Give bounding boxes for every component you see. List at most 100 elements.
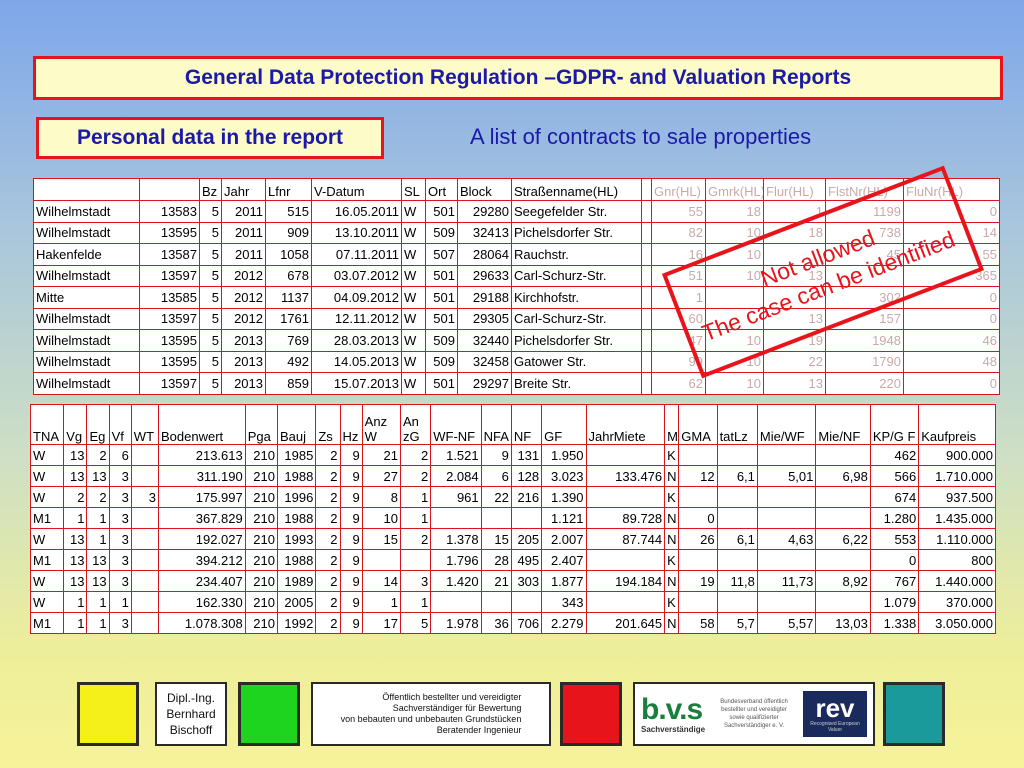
valuation-cell: 21 bbox=[480, 570, 512, 592]
valuation-cell bbox=[130, 528, 160, 550]
valuation-cell: 1.420 bbox=[430, 570, 482, 592]
contracts-cell: 29633 bbox=[457, 264, 512, 287]
valuation-cell: 210 bbox=[244, 465, 279, 487]
valuation-cell: 27 bbox=[361, 465, 401, 487]
contracts-row: Wilhelmstadt 13597 5 2012 678 03.07.2012 W 501 2… bbox=[33, 264, 1000, 287]
valuation-cell: 1 bbox=[86, 528, 110, 550]
valuation-cell: 800 bbox=[918, 549, 996, 571]
valuation-header-cell: Anz W bbox=[361, 404, 401, 445]
valuation-cell: K bbox=[664, 486, 680, 508]
valuation-row: W 13 1 3 192.027 210 1993 2 9 15 2 1.378 15 205 2.007 8… bbox=[29, 528, 996, 550]
valuation-cell: 15 bbox=[361, 528, 401, 550]
valuation-cell: 13 bbox=[86, 570, 110, 592]
valuation-cell: 9 bbox=[339, 549, 363, 571]
valuation-cell: 3 bbox=[108, 465, 132, 487]
contracts-cell: Wilhelmstadt bbox=[33, 264, 140, 287]
valuation-cell: 303 bbox=[510, 570, 543, 592]
valuation-cell: 36 bbox=[480, 612, 512, 634]
valuation-cell: 11,8 bbox=[716, 570, 758, 592]
valuation-cell bbox=[716, 444, 758, 466]
contracts-header-cell: Straßenname(HL) bbox=[511, 178, 642, 201]
valuation-row: M1 1 1 3 1.078.308 210 1992 2 9 17 5 1.978 36 706 2.27… bbox=[29, 612, 996, 634]
contracts-cell: 13587 bbox=[139, 243, 200, 266]
valuation-cell: 213.613 bbox=[158, 444, 246, 466]
valuation-cell: N bbox=[664, 612, 680, 634]
valuation-cell bbox=[815, 507, 871, 529]
certification-box: Öffentlich bestellter und vereidigter Sa… bbox=[311, 682, 551, 746]
contracts-cell: 55 bbox=[903, 243, 1000, 266]
valuation-cell: 1989 bbox=[276, 570, 317, 592]
valuation-cell bbox=[480, 507, 512, 529]
contracts-cell: 509 bbox=[425, 329, 458, 352]
valuation-cell: 6 bbox=[480, 465, 512, 487]
contracts-header-cell bbox=[33, 178, 140, 201]
valuation-cell bbox=[480, 591, 512, 613]
valuation-cell: 2 bbox=[315, 486, 341, 508]
valuation-cell bbox=[815, 444, 871, 466]
valuation-cell: 8 bbox=[361, 486, 401, 508]
valuation-cell: 961 bbox=[430, 486, 482, 508]
valuation-cell: 367.829 bbox=[158, 507, 246, 529]
valuation-cell bbox=[585, 549, 666, 571]
valuation-header-cell: An zG bbox=[399, 404, 432, 445]
valuation-cell: 21 bbox=[361, 444, 401, 466]
contracts-cell: 13595 bbox=[139, 350, 200, 373]
red-square bbox=[560, 682, 622, 746]
valuation-cell bbox=[678, 591, 718, 613]
valuation-cell: 6 bbox=[108, 444, 132, 466]
valuation-cell: 89.728 bbox=[585, 507, 666, 529]
valuation-cell: 201.645 bbox=[585, 612, 666, 634]
valuation-cell: 2 bbox=[315, 612, 341, 634]
author-name-box: Dipl.-Ing. Bernhard Bischoff bbox=[155, 682, 227, 746]
contracts-cell: 2012 bbox=[221, 286, 266, 309]
contracts-cell: W bbox=[401, 350, 426, 373]
contracts-row: Wilhelmstadt 13597 5 2013 859 15.07.2013 W 501 2… bbox=[33, 372, 1000, 395]
valuation-cell: 28 bbox=[480, 549, 512, 571]
valuation-cell bbox=[130, 570, 160, 592]
contracts-cell: 48 bbox=[903, 350, 1000, 373]
valuation-cell: 2.084 bbox=[430, 465, 482, 487]
valuation-header-cell: TNA bbox=[29, 404, 65, 445]
valuation-cell: 2005 bbox=[276, 591, 317, 613]
valuation-cell: 706 bbox=[510, 612, 543, 634]
valuation-cell: 1.378 bbox=[430, 528, 482, 550]
contracts-cell: Carl-Schurz-Str. bbox=[511, 264, 642, 287]
valuation-header-cell: NF bbox=[510, 404, 543, 445]
valuation-cell: 1 bbox=[108, 591, 132, 613]
contracts-cell: 32458 bbox=[457, 350, 512, 373]
valuation-cell: 1.110.000 bbox=[918, 528, 996, 550]
valuation-cell: 1992 bbox=[276, 612, 317, 634]
contracts-cell: 82 bbox=[651, 221, 706, 244]
contracts-header-cell: Block bbox=[457, 178, 512, 201]
valuation-cell: 17 bbox=[361, 612, 401, 634]
valuation-cell: N bbox=[664, 570, 680, 592]
contracts-cell: 0 bbox=[903, 307, 1000, 330]
valuation-cell bbox=[756, 507, 817, 529]
contracts-cell: W bbox=[401, 329, 426, 352]
valuation-cell: 1 bbox=[399, 507, 432, 529]
valuation-cell: 13 bbox=[86, 465, 110, 487]
valuation-cell: 3 bbox=[108, 549, 132, 571]
contracts-header-cell: Flur(HL) bbox=[763, 178, 826, 201]
valuation-cell: 5,7 bbox=[716, 612, 758, 634]
valuation-cell: W bbox=[29, 591, 65, 613]
contracts-cell: 55 bbox=[651, 200, 706, 223]
valuation-cell: 2 bbox=[399, 528, 432, 550]
contracts-header-cell: SL bbox=[401, 178, 426, 201]
valuation-header-cell: Vf bbox=[108, 404, 132, 445]
contracts-cell: 13595 bbox=[139, 329, 200, 352]
valuation-cell: 192.027 bbox=[158, 528, 246, 550]
valuation-cell: 937.500 bbox=[918, 486, 996, 508]
contracts-header-cell: FlstNr(HL) bbox=[825, 178, 904, 201]
valuation-cell: 210 bbox=[244, 549, 279, 571]
valuation-cell: 1993 bbox=[276, 528, 317, 550]
valuation-cell bbox=[130, 507, 160, 529]
valuation-cell bbox=[130, 591, 160, 613]
valuation-header-cell: Eg bbox=[86, 404, 110, 445]
valuation-header-cell: KP/G F bbox=[869, 404, 920, 445]
contracts-cell: 99 bbox=[651, 350, 706, 373]
contracts-cell: 04.09.2012 bbox=[311, 286, 402, 309]
valuation-cell: 234.407 bbox=[158, 570, 246, 592]
contracts-cell: Seegefelder Str. bbox=[511, 200, 642, 223]
contracts-cell: 5 bbox=[199, 221, 222, 244]
